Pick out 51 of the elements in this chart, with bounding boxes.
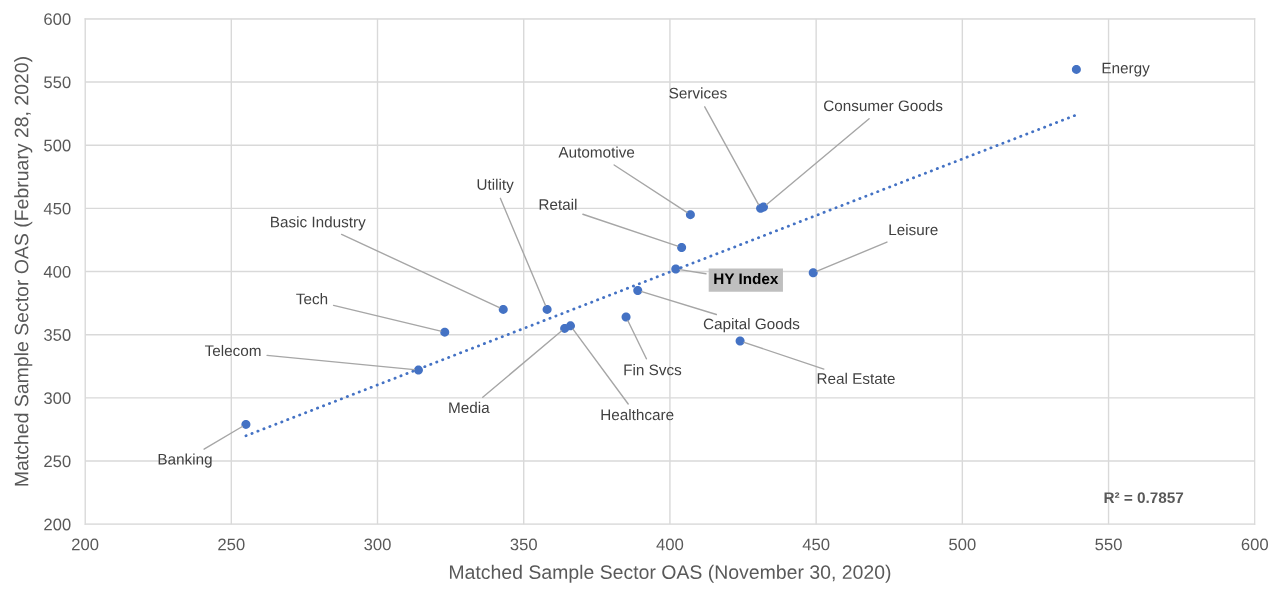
annotation: Banking <box>158 453 212 468</box>
annotation: Consumer Goods <box>824 99 943 112</box>
x-tick-label: 450 <box>802 538 830 551</box>
y-tick-label: 550 <box>44 76 71 89</box>
annotation: Retail <box>539 198 577 210</box>
annotation: Telecom <box>204 344 261 357</box>
point <box>735 336 745 346</box>
annotation: Capital Goods <box>703 318 800 333</box>
annotation: Utility <box>477 178 514 193</box>
x-tick-label: 600 <box>1241 538 1269 551</box>
x-axis-title: Matched Sample Sector OAS (November 30, 2020) <box>449 564 891 583</box>
point <box>241 419 251 429</box>
y-tick-label: 250 <box>44 455 71 468</box>
annotation: Fin Svcs <box>624 364 682 376</box>
y-tick-label: 450 <box>43 202 71 215</box>
annotation: Services <box>669 87 727 99</box>
point <box>566 321 575 331</box>
point <box>413 365 423 375</box>
point <box>808 268 818 278</box>
y-tick-label: 400 <box>43 265 71 278</box>
point <box>633 285 643 295</box>
point <box>677 243 687 253</box>
annotation: Energy <box>1102 62 1150 77</box>
x-tick-label: 550 <box>1095 538 1122 551</box>
x-tick-label: 350 <box>510 538 537 551</box>
y-tick-label: 200 <box>44 518 71 531</box>
annotation: Tech <box>296 293 328 305</box>
point <box>542 304 552 314</box>
x-tick-label: 500 <box>949 538 976 551</box>
annotation: R² = 0.7857 <box>1104 492 1184 504</box>
point <box>621 312 631 322</box>
y-axis-title: Matched Sample Sector OAS (February 28, 2020) <box>14 57 33 486</box>
annotation: Healthcare <box>601 409 674 421</box>
annotation: Basic Industry <box>271 216 366 231</box>
point <box>498 304 508 314</box>
y-tick-label: 600 <box>44 13 71 26</box>
y-tick-label: 350 <box>44 329 71 341</box>
y-tick-label: 300 <box>44 392 71 405</box>
annotation: Media <box>449 401 490 414</box>
annotation: Leisure <box>889 224 938 236</box>
point <box>1071 64 1081 74</box>
annotation: Automotive <box>558 146 635 158</box>
annotation: HY Index <box>714 272 779 285</box>
point <box>685 210 695 220</box>
point <box>440 327 450 337</box>
x-tick-label: 400 <box>656 538 684 551</box>
annotation: Real Estate <box>817 372 895 385</box>
y-tick-label: 500 <box>44 139 71 152</box>
x-tick-label: 200 <box>72 538 99 551</box>
x-tick-label: 300 <box>364 538 391 551</box>
x-tick-label: 250 <box>218 538 245 551</box>
